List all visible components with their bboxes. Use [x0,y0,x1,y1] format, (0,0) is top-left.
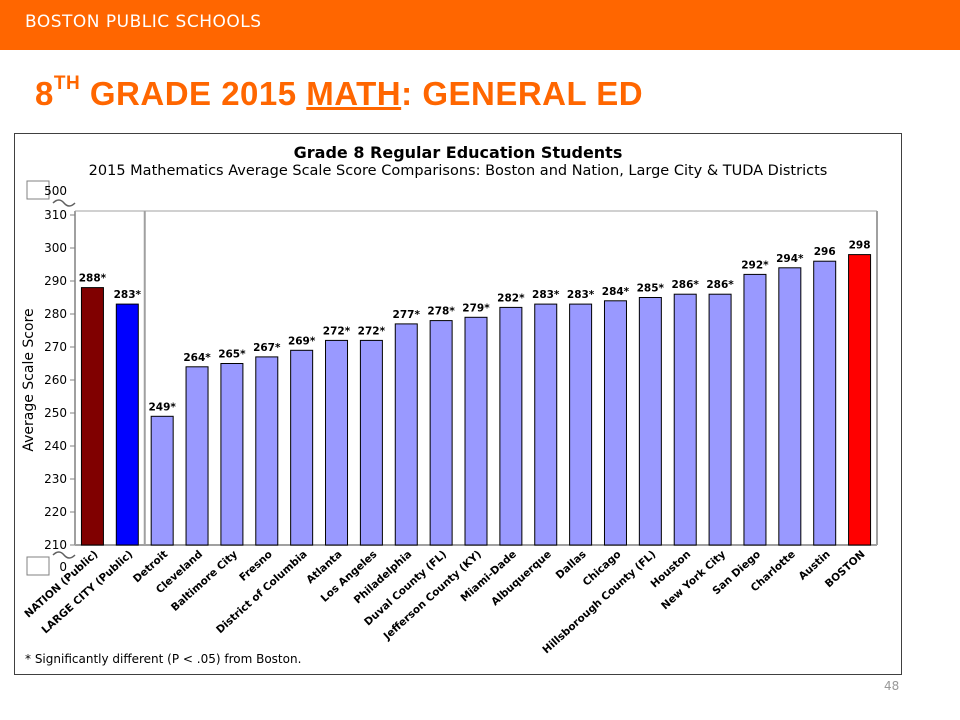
bar [220,363,244,546]
data-label: 283* [114,289,142,301]
bar [464,316,488,546]
category-label: Albuquerque [489,548,554,608]
data-label: 283* [532,289,560,301]
y-axis-label: Average Scale Score [21,308,37,451]
top-banner: BOSTON PUBLIC SCHOOLS [0,0,960,50]
title-number: 8 [35,75,54,112]
data-label: 284* [602,286,630,298]
data-label: 286* [672,279,700,291]
data-label: 265* [218,349,246,361]
bar [708,293,732,546]
y-tick-label: 290 [44,274,67,288]
data-label: 269* [288,335,316,347]
bar [848,254,872,546]
data-label: 249* [148,401,176,413]
y-tick-label: 260 [44,373,67,387]
y-axis-break-top-label: 500 [44,184,67,198]
title-end: : GENERAL ED [401,75,644,112]
bar [534,303,558,546]
bar [499,306,523,546]
data-label: 267* [253,342,281,354]
page-number: 48 [884,679,900,693]
bar [255,356,279,546]
y-tick-label: 240 [44,439,67,453]
data-label: 285* [637,283,665,295]
bar [429,320,453,546]
bar [743,273,767,546]
y-axis-break-bottom-label: 0 [59,560,67,574]
data-label: 283* [567,289,595,301]
axis-break-squiggle-top [52,199,76,207]
data-label: 286* [706,279,734,291]
data-label: 282* [497,292,525,304]
bar [185,366,209,546]
y-tick-label: 300 [44,241,67,255]
title-middle: GRADE 2015 [80,75,307,112]
data-label: 272* [358,325,386,337]
bar [569,303,593,546]
data-label: 294* [776,253,804,265]
title-subject: MATH [306,75,402,112]
chart-title: Grade 8 Regular Education Students [293,143,623,162]
bar [115,303,139,546]
slide-title: 8TH GRADE 2015 MATH: GENERAL ED [35,73,644,113]
bar [778,267,802,546]
title-superscript: TH [53,73,81,94]
bar [638,297,662,546]
bar [673,293,697,546]
bar [325,339,349,546]
bar [394,323,418,546]
data-label: 296 [814,246,836,258]
footnote: * Significantly different (P < .05) from… [25,652,302,666]
axis-break-box-top [26,180,50,200]
y-tick-label: 210 [44,538,67,552]
data-label: 277* [393,309,421,321]
data-label: 298 [849,240,871,252]
y-tick-label: 270 [44,340,67,354]
axis-break-squiggle-bottom [52,551,76,559]
y-tick-label: 230 [44,472,67,486]
chart-frame: Grade 8 Regular Education Students 2015 … [14,133,902,675]
data-label: 292* [741,259,769,271]
data-label: 279* [462,302,490,314]
data-label: 278* [427,306,455,318]
category-label: New York City [659,548,728,612]
category-label: Baltimore City [169,548,240,614]
bar [80,287,104,546]
axis-break-box-bottom [26,556,50,576]
data-label: 288* [79,273,107,285]
data-label: 272* [323,325,351,337]
bar [813,260,837,546]
y-tick-label: 280 [44,307,67,321]
bar [603,300,627,546]
y-tick-label: 220 [44,505,67,519]
chart-subtitle: 2015 Mathematics Average Scale Score Com… [88,163,828,179]
y-tick-label: 250 [44,406,67,420]
bar [150,415,174,546]
bar-chart: 210 220 230 240 250 260 270 280 290 300 310 500 0 Ave… [21,180,878,656]
brand-label: BOSTON PUBLIC SCHOOLS [25,12,262,32]
bar [359,339,383,546]
data-label: 264* [183,352,211,364]
bar [290,349,314,546]
y-tick-label: 310 [44,208,67,222]
